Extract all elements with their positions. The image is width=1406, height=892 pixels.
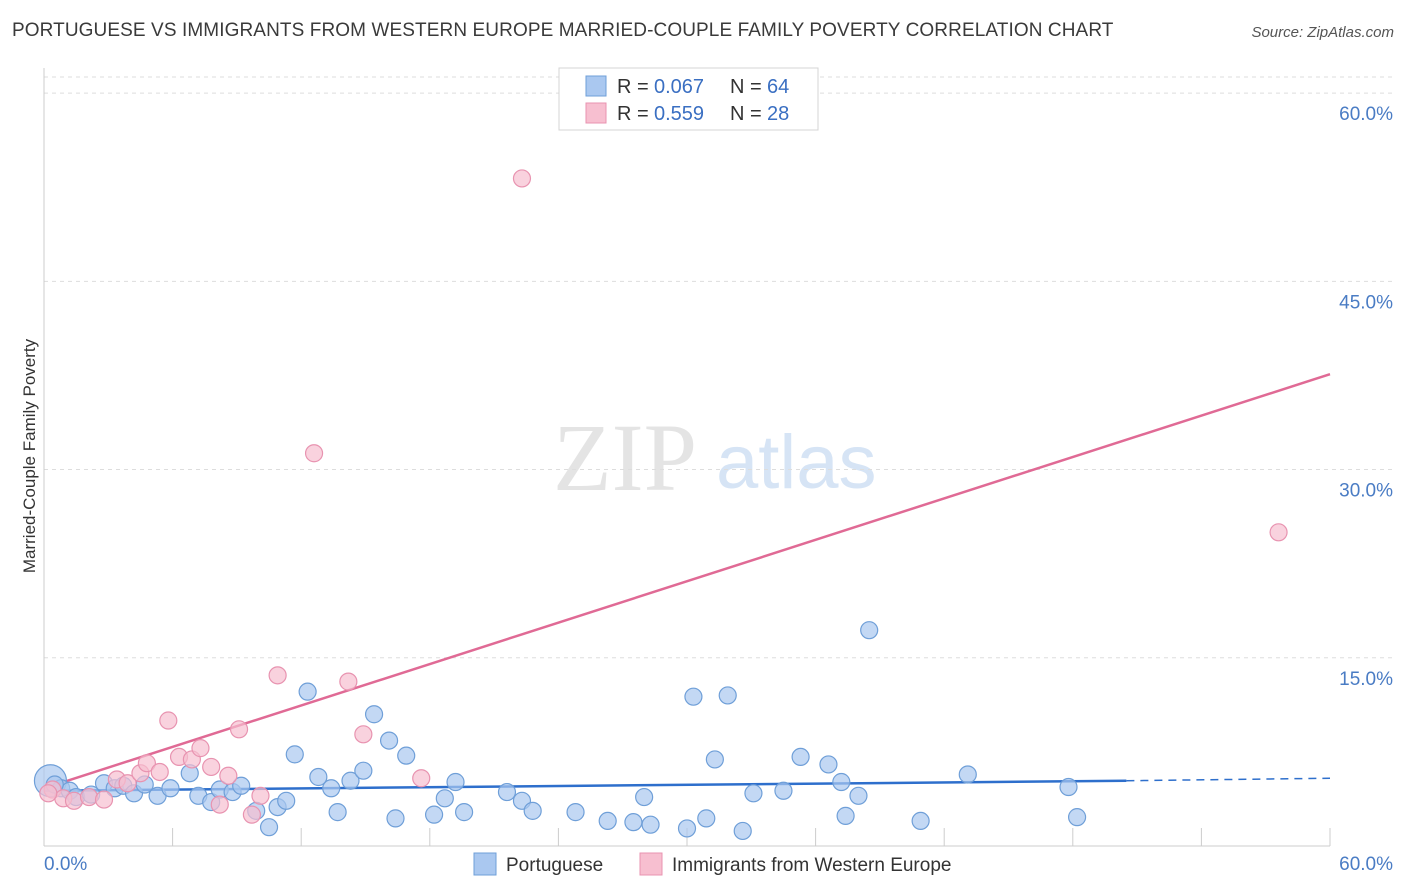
point-immigrants — [242, 805, 262, 824]
point-portuguese — [435, 789, 454, 808]
point-portuguese — [791, 747, 810, 767]
point-immigrants — [79, 787, 99, 807]
point-immigrants — [354, 725, 373, 744]
point-portuguese — [386, 809, 405, 828]
point-immigrants — [412, 769, 431, 788]
source-label: Source: ZipAtlas.com — [1251, 24, 1394, 41]
point-portuguese — [364, 705, 384, 724]
trendline-immigrants — [43, 372, 1331, 790]
point-portuguese — [641, 815, 660, 834]
point-immigrants — [304, 444, 324, 463]
point-portuguese — [697, 809, 716, 828]
point-immigrants — [159, 711, 178, 730]
point-portuguese — [849, 786, 868, 805]
trendline-portuguese-extension — [1126, 777, 1331, 782]
point-portuguese — [1059, 777, 1078, 797]
y-axis-title: Married-Couple Family Poverty — [20, 338, 39, 573]
point-immigrants — [118, 774, 137, 793]
point-portuguese — [341, 771, 360, 790]
point-portuguese — [635, 787, 654, 807]
point-portuguese — [354, 761, 373, 780]
point-portuguese — [309, 767, 328, 787]
point-portuguese — [744, 784, 763, 803]
point-portuguese — [232, 776, 251, 795]
point-portuguese — [733, 821, 752, 841]
point-portuguese — [298, 682, 317, 701]
point-portuguese — [624, 813, 643, 832]
legend-r-value-1: 0.067 — [654, 76, 704, 98]
bottom-legend: Portuguese Immigrants from Western Europ… — [473, 852, 951, 876]
point-portuguese — [454, 803, 474, 822]
watermark-atlas: atlas — [716, 420, 877, 505]
legend-n-value-2: 28 — [767, 103, 789, 125]
point-portuguese — [161, 779, 180, 798]
watermark-zip: ZIP — [553, 404, 697, 511]
point-immigrants — [229, 720, 249, 739]
point-immigrants — [219, 766, 238, 785]
point-immigrants — [512, 169, 532, 188]
point-portuguese — [819, 755, 838, 774]
chart-title: PORTUGUESE VS IMMIGRANTS FROM WESTERN EU… — [12, 20, 1114, 41]
legend-n-label-1: N = — [730, 76, 762, 98]
point-portuguese — [566, 803, 585, 822]
y-tick-label: 30.0% — [1339, 481, 1393, 502]
bottom-legend-swatch-blue — [473, 852, 497, 876]
point-portuguese — [424, 805, 444, 824]
point-portuguese — [705, 750, 724, 769]
point-portuguese — [677, 819, 697, 838]
point-portuguese — [285, 745, 304, 764]
point-immigrants — [39, 784, 58, 803]
point-portuguese — [1067, 808, 1087, 827]
y-tick-label: 15.0% — [1339, 669, 1393, 690]
point-portuguese — [523, 801, 542, 820]
point-portuguese — [958, 765, 977, 784]
point-immigrants — [268, 666, 287, 685]
point-portuguese — [277, 791, 296, 810]
point-portuguese — [774, 781, 793, 800]
legend-n-value-1: 64 — [767, 76, 789, 98]
legend-r-value-2: 0.559 — [654, 103, 704, 125]
point-immigrants — [251, 786, 270, 805]
legend-n-label-2: N = — [730, 103, 762, 125]
point-portuguese — [259, 818, 279, 837]
point-portuguese — [684, 687, 703, 706]
point-portuguese — [598, 811, 617, 831]
bottom-legend-label-portuguese: Portuguese — [506, 855, 603, 876]
point-portuguese — [328, 803, 347, 822]
point-immigrants — [1269, 523, 1288, 542]
point-portuguese — [836, 806, 855, 825]
y-tick-label: 60.0% — [1339, 104, 1393, 125]
point-portuguese — [497, 782, 517, 802]
legend-r-label-2: R = — [617, 103, 649, 125]
point-immigrants — [137, 754, 156, 773]
point-portuguese — [446, 772, 465, 792]
legend-r-label-1: R = — [617, 76, 649, 98]
point-immigrants — [191, 739, 210, 758]
point-immigrants — [210, 795, 229, 814]
point-portuguese — [322, 779, 341, 798]
legend-swatch-blue — [585, 75, 607, 97]
point-portuguese — [911, 811, 930, 831]
y-tick-label: 45.0% — [1339, 292, 1393, 313]
point-immigrants — [202, 757, 221, 777]
point-immigrants — [64, 791, 84, 810]
point-portuguese — [860, 621, 879, 640]
x-tick-label: 60.0% — [1339, 854, 1393, 875]
point-immigrants — [94, 790, 114, 809]
point-immigrants — [150, 762, 169, 782]
point-portuguese — [718, 686, 737, 705]
legend: R = 0.067 N = 64 R = 0.559 N = 28 — [558, 67, 819, 131]
point-portuguese — [397, 746, 416, 765]
bottom-legend-label-immigrants: Immigrants from Western Europe — [672, 855, 951, 876]
bottom-legend-swatch-pink — [639, 852, 663, 876]
point-portuguese — [832, 772, 851, 792]
x-tick-label: 0.0% — [44, 854, 87, 875]
point-portuguese — [379, 731, 399, 750]
legend-swatch-pink — [585, 102, 607, 124]
points-layer — [33, 169, 1288, 841]
point-immigrants — [339, 672, 358, 691]
